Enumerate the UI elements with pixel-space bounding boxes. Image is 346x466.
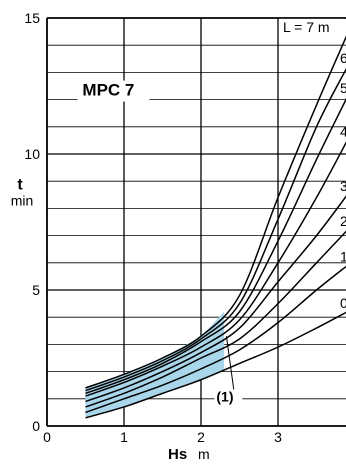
- curve-label: 2: [340, 213, 346, 229]
- y-tick-label: 10: [24, 146, 40, 162]
- curve-label: 6: [340, 50, 346, 66]
- y-axis-unit: min: [11, 192, 34, 208]
- band-marker-box: [214, 389, 243, 407]
- x-tick-label: 0: [43, 429, 51, 445]
- x-tick-label: 1: [120, 429, 128, 445]
- axes: [46, 17, 346, 427]
- x-tick-label: 3: [274, 429, 282, 445]
- curve-labels: 0 1 2 3 4 5 6 L = 7 m: [279, 18, 346, 311]
- curve-label: 5: [340, 80, 346, 96]
- curve-label-bg: [279, 18, 344, 37]
- series-line-2: [85, 230, 346, 408]
- band-marker-leader: [225, 336, 235, 393]
- series-line-5: [85, 97, 346, 395]
- model-label-box: [77, 80, 150, 102]
- y-tick-label: 0: [32, 418, 40, 434]
- y-axis-title: t: [17, 176, 23, 193]
- series-line-1: [85, 265, 346, 414]
- model-label: MPC 7: [82, 81, 134, 100]
- x-axis-title: Hs: [168, 446, 187, 463]
- tick-labels: 0 1 2 3 0 5 10 15: [24, 10, 282, 445]
- y-tick-label: 15: [24, 10, 40, 26]
- series-line-4: [85, 141, 346, 397]
- x-tick-label: 2: [197, 429, 205, 445]
- curves: [85, 35, 346, 419]
- x-axis-unit: m: [198, 446, 210, 462]
- y-tick-label: 5: [32, 282, 40, 298]
- curve-label: 3: [340, 178, 346, 194]
- series-line-6: [85, 67, 346, 392]
- band-marker-label: (1): [216, 389, 233, 405]
- series-line-0: [85, 311, 346, 419]
- curve-label: 0: [340, 295, 346, 311]
- curve-label: L = 7 m: [283, 19, 330, 35]
- curve-label: 1: [340, 249, 346, 265]
- series-line-7: [85, 35, 346, 389]
- curve-label: 4: [340, 123, 346, 139]
- series-line-3: [85, 195, 346, 403]
